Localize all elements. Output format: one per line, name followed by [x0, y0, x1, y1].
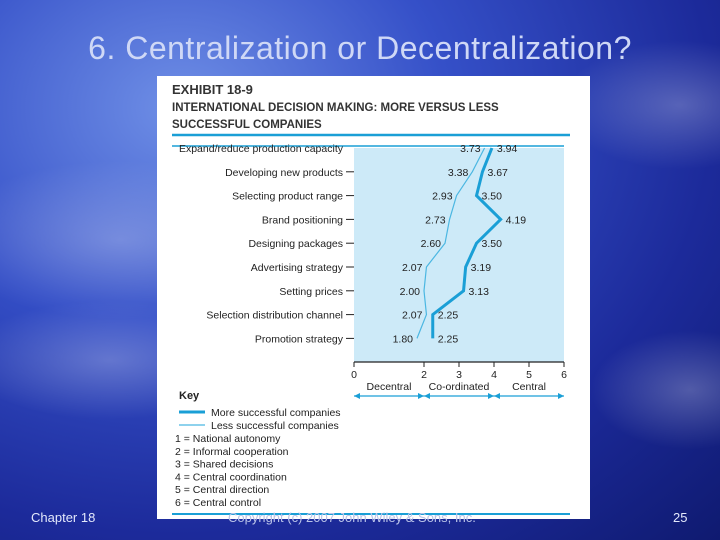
category-label: Brand positioning: [262, 214, 343, 226]
exhibit-figure: EXHIBIT 18-9 INTERNATIONAL DECISION MAKI…: [157, 76, 590, 519]
category-label: Setting prices: [279, 286, 343, 298]
range-band-label: Central: [512, 381, 546, 393]
x-tick-label: 4: [491, 369, 497, 381]
slide-title: 6. Centralization or Decentralization?: [88, 30, 632, 66]
data-label-more: 3.67: [487, 167, 508, 179]
data-label-more: 3.50: [482, 191, 503, 203]
scale-key-item: 5 = Central direction: [175, 484, 269, 496]
range-band-label: Decentral: [367, 381, 412, 393]
scale-key-item: 3 = Shared decisions: [175, 459, 273, 471]
category-label: Selecting product range: [232, 191, 343, 203]
legend-title: Key: [179, 390, 200, 402]
exhibit-chart: EXHIBIT 18-9 INTERNATIONAL DECISION MAKI…: [172, 82, 570, 515]
data-label-less: 2.07: [402, 310, 423, 322]
scale-key-item: 2 = Informal cooperation: [175, 446, 289, 458]
category-label: Promotion strategy: [255, 333, 344, 345]
series-line-more-successful: [431, 147, 503, 339]
category-label: Developing new products: [225, 167, 343, 179]
data-label-more: 4.19: [506, 214, 527, 226]
x-tick-label: 3: [456, 369, 462, 381]
range-arrow-left: [494, 393, 500, 399]
background-swirl: [590, 330, 720, 450]
footer-chapter: Chapter 18: [31, 510, 96, 525]
footer-copyright: Copyright (c) 2007 John Wiley & Sons, In…: [228, 510, 476, 525]
category-label: Expand/reduce production capacity: [179, 143, 344, 155]
data-label-more: 3.50: [482, 238, 503, 250]
x-tick-label: 0: [351, 369, 357, 381]
series-line-less-successful: [416, 147, 486, 339]
exhibit-title-line1: INTERNATIONAL DECISION MAKING: MORE VERS…: [172, 102, 499, 114]
x-tick-label: 5: [526, 369, 532, 381]
category-label: Designing packages: [248, 238, 343, 250]
range-band-label: Co-ordinated: [429, 381, 490, 393]
range-arrow-right: [558, 393, 564, 399]
exhibit-label: EXHIBIT 18-9: [172, 82, 253, 97]
category-label: Selection distribution channel: [206, 310, 343, 322]
data-label-more: 3.13: [469, 286, 490, 298]
data-label-less: 2.00: [400, 286, 421, 298]
x-tick-label: 2: [421, 369, 427, 381]
data-label-less: 2.07: [402, 262, 423, 274]
scale-key-item: 6 = Central control: [175, 497, 261, 509]
legend-item-less: Less successful companies: [211, 420, 339, 432]
range-arrow-left: [354, 393, 360, 399]
plot-panel: [354, 148, 564, 362]
scale-key-item: 4 = Central coordination: [175, 471, 287, 483]
data-label-less: 2.73: [425, 214, 446, 226]
legend-item-more: More successful companies: [211, 407, 341, 419]
data-label-less: 3.73: [460, 143, 481, 155]
data-label-more: 3.94: [497, 143, 518, 155]
range-arrow-right: [418, 393, 424, 399]
category-label: Advertising strategy: [251, 262, 344, 274]
data-label-more: 2.25: [438, 333, 459, 345]
data-label-more: 2.25: [438, 310, 459, 322]
range-arrow-left: [424, 393, 430, 399]
data-label-less: 3.38: [448, 167, 469, 179]
x-tick-label: 6: [561, 369, 567, 381]
data-label-less: 2.60: [421, 238, 442, 250]
range-arrow-right: [488, 393, 494, 399]
data-label-less: 2.93: [432, 191, 453, 203]
data-label-less: 1.80: [393, 333, 414, 345]
exhibit-title-line2: SUCCESSFUL COMPANIES: [172, 119, 322, 131]
scale-key-item: 1 = National autonomy: [175, 433, 281, 445]
page-number: 25: [673, 510, 688, 525]
data-label-more: 3.19: [471, 262, 492, 274]
